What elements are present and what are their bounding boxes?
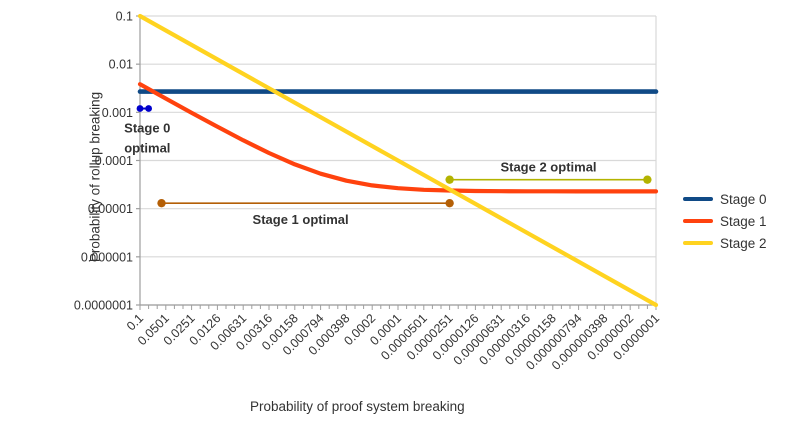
legend-item-stage2: Stage 2 — [683, 232, 767, 254]
y-tick-label: 0.01 — [109, 58, 133, 72]
x-axis-title: Probability of proof system breaking — [250, 399, 465, 414]
y-tick-label: 0.000001 — [81, 250, 133, 264]
annotation-stage2-optimal-label: Stage 2 optimal — [500, 160, 596, 175]
annotation-stage1-optimal-dot — [157, 198, 166, 208]
y-tick-label: 0.0001 — [95, 154, 133, 168]
annotation-stage2-optimal-dot — [445, 175, 454, 184]
annotation-stage2-optimal-dot — [643, 175, 652, 184]
y-tick-label: 0.1 — [116, 10, 133, 24]
legend-item-stage0: Stage 0 — [683, 188, 767, 210]
legend: Stage 0 Stage 1 Stage 2 — [683, 188, 767, 254]
y-tick-label: 0.00001 — [88, 202, 133, 216]
series-line-stage-2 — [137, 13, 659, 308]
y-axis-title: Probability of rollup breaking — [87, 91, 103, 263]
legend-item-stage1: Stage 1 — [683, 210, 767, 232]
legend-swatch-stage0 — [683, 196, 713, 202]
annotation-stage1-optimal-label: Stage 1 optimal — [253, 212, 349, 227]
legend-swatch-stage2 — [683, 240, 713, 246]
series-line-stage-1 — [137, 82, 659, 194]
legend-label-stage0: Stage 0 — [720, 191, 767, 207]
annotation-stage0-optimal-dot — [145, 105, 153, 112]
annotation-stage0-optimal-label: Stage 0 — [124, 121, 170, 136]
legend-label-stage2: Stage 2 — [720, 235, 767, 251]
y-tick-label: 0.0000001 — [74, 299, 133, 313]
legend-label-stage1: Stage 1 — [720, 213, 767, 229]
annotation-stage0-optimal-label: optimal — [124, 141, 170, 156]
annotation-stage0-optimal-dot — [136, 105, 144, 112]
y-tick-label: 0.001 — [102, 106, 133, 120]
annotation-stage1-optimal-dot — [445, 198, 454, 208]
legend-swatch-stage1 — [683, 218, 713, 224]
